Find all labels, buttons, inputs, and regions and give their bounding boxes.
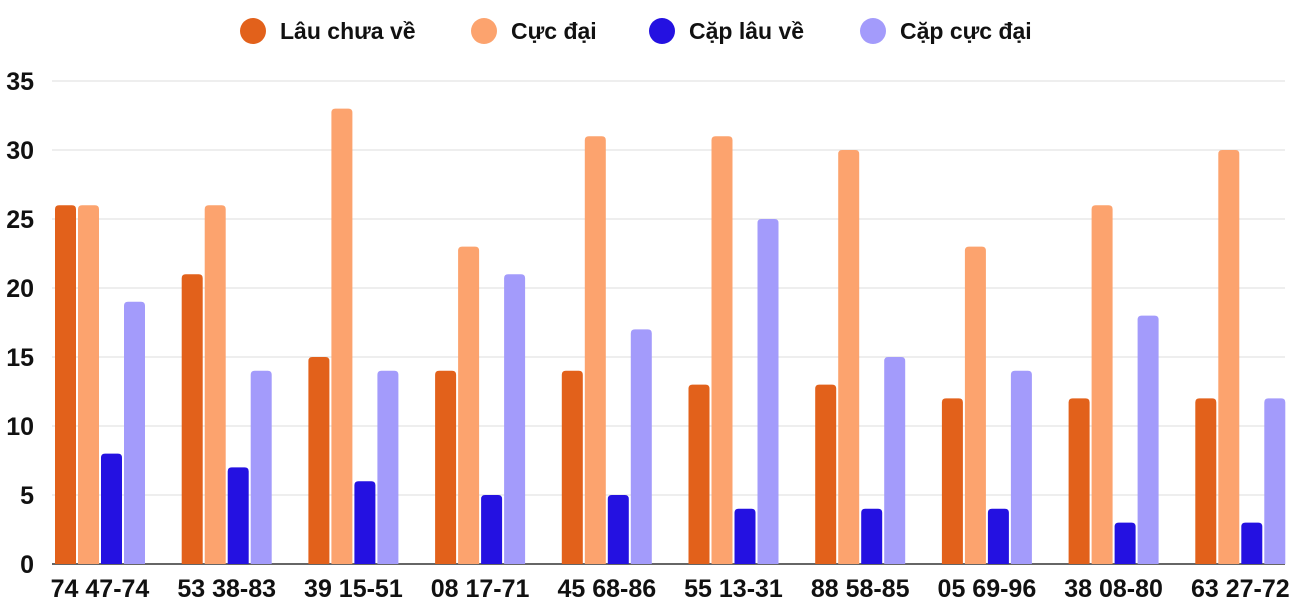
legend-swatch bbox=[471, 18, 497, 44]
bar bbox=[331, 108, 353, 564]
bar-group bbox=[941, 246, 1032, 564]
legend-label: Cặp lâu về bbox=[689, 18, 804, 44]
x-tick-label: 63 27-72 bbox=[1191, 575, 1290, 600]
bar bbox=[181, 274, 203, 564]
y-tick-label: 5 bbox=[20, 482, 34, 510]
legend-swatch bbox=[240, 18, 266, 44]
bar bbox=[1264, 398, 1286, 564]
legend: Lâu chưa về Cực đại Cặp lâu về Cặp cực đại bbox=[240, 18, 1032, 44]
bar-group bbox=[1195, 150, 1286, 564]
bar bbox=[757, 219, 779, 564]
bar bbox=[481, 495, 503, 564]
x-tick-label: 08 17-71 bbox=[431, 575, 530, 600]
legend-label: Cực đại bbox=[511, 18, 597, 44]
bar bbox=[1114, 522, 1136, 564]
bar bbox=[435, 370, 457, 564]
y-tick-label: 15 bbox=[6, 344, 34, 372]
bar bbox=[1241, 522, 1263, 564]
x-axis: 74 47-74 53 38-83 39 15-51 08 17-71 45 68-86… bbox=[51, 575, 1290, 600]
bar bbox=[1010, 370, 1032, 564]
bar bbox=[308, 357, 330, 564]
legend-item: Cặp cực đại bbox=[860, 18, 1032, 44]
legend-swatch bbox=[649, 18, 675, 44]
bars bbox=[55, 108, 1286, 564]
legend-label: Lâu chưa về bbox=[280, 18, 416, 44]
bar-group bbox=[561, 136, 652, 564]
legend-item: Lâu chưa về bbox=[240, 18, 416, 44]
bar bbox=[561, 370, 583, 564]
bar bbox=[688, 384, 710, 564]
bar bbox=[815, 384, 837, 564]
bar bbox=[838, 150, 860, 564]
bar-group bbox=[308, 108, 399, 564]
bar bbox=[630, 329, 652, 564]
bar bbox=[884, 357, 906, 564]
bar-group bbox=[55, 205, 145, 564]
x-tick-label: 88 58-85 bbox=[811, 575, 910, 600]
bar bbox=[987, 508, 1009, 564]
bar bbox=[607, 495, 629, 564]
bar bbox=[78, 205, 99, 564]
bar bbox=[250, 370, 272, 564]
bar bbox=[504, 274, 526, 564]
bar bbox=[1137, 315, 1159, 564]
x-tick-label: 05 69-96 bbox=[938, 575, 1037, 600]
bar bbox=[204, 205, 226, 564]
bar bbox=[1195, 398, 1217, 564]
bar bbox=[354, 481, 376, 564]
bar bbox=[55, 205, 76, 564]
bar bbox=[101, 453, 122, 564]
legend-item: Cực đại bbox=[471, 18, 597, 44]
x-tick-label: 55 13-31 bbox=[684, 575, 783, 600]
y-tick-label: 10 bbox=[6, 413, 34, 441]
x-tick-label: 39 15-51 bbox=[304, 575, 403, 600]
bar bbox=[861, 508, 883, 564]
bar-group bbox=[1068, 205, 1159, 564]
bar bbox=[584, 136, 606, 564]
bar bbox=[227, 467, 249, 564]
bar bbox=[964, 246, 986, 564]
bar bbox=[1091, 205, 1113, 564]
y-tick-label: 0 bbox=[20, 551, 34, 579]
y-axis: 0 5 10 15 20 25 30 35 bbox=[6, 68, 34, 579]
legend-item: Cặp lâu về bbox=[649, 18, 804, 44]
bar-group bbox=[688, 136, 779, 564]
bar-group bbox=[815, 150, 906, 564]
bar bbox=[377, 370, 399, 564]
bar-group bbox=[181, 205, 272, 564]
y-tick-label: 30 bbox=[6, 137, 34, 165]
legend-label: Cặp cực đại bbox=[900, 18, 1032, 44]
bar-group bbox=[435, 246, 526, 564]
bar bbox=[941, 398, 963, 564]
bar bbox=[1068, 398, 1090, 564]
x-tick-label: 53 38-83 bbox=[177, 575, 276, 600]
bar bbox=[1218, 150, 1240, 564]
x-tick-label: 74 47-74 bbox=[51, 575, 150, 600]
y-tick-label: 35 bbox=[6, 68, 34, 96]
bar bbox=[458, 246, 480, 564]
x-tick-label: 38 08-80 bbox=[1064, 575, 1163, 600]
bar bbox=[734, 508, 756, 564]
y-tick-label: 25 bbox=[6, 206, 34, 234]
x-tick-label: 45 68-86 bbox=[557, 575, 656, 600]
bar bbox=[711, 136, 733, 564]
legend-swatch bbox=[860, 18, 886, 44]
bar bbox=[124, 301, 145, 564]
y-tick-label: 20 bbox=[6, 275, 34, 303]
